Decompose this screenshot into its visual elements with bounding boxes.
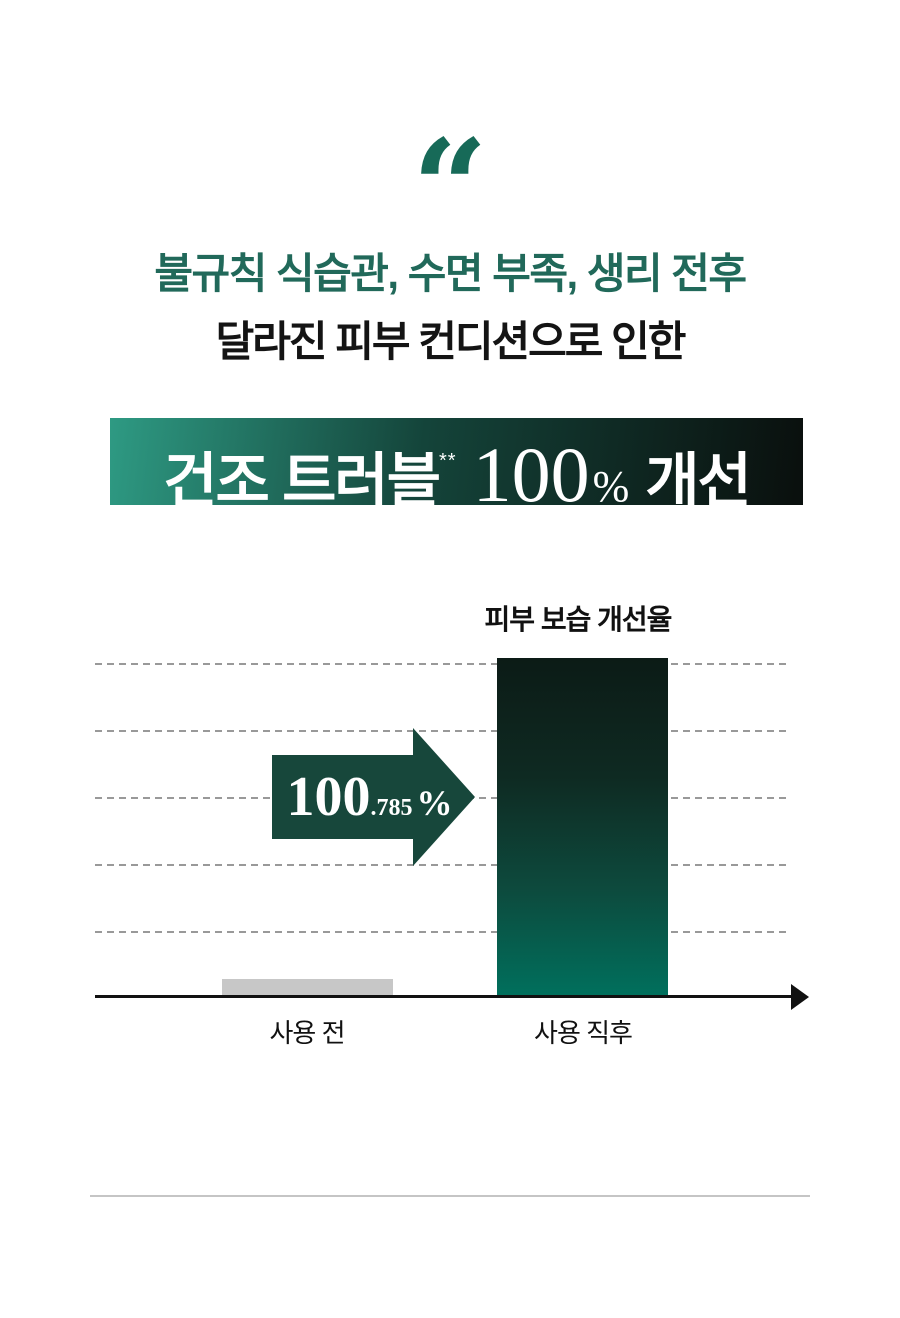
banner-percent-sign: % [592,462,630,511]
arrow-percent-sign: % [416,783,453,823]
improvement-arrow [272,755,413,839]
bottom-divider [90,1195,810,1197]
bar-before-use [222,979,393,997]
improvement-arrow-label: 100.785% [282,755,457,839]
x-label-after-use: 사용 직후 [534,1018,633,1048]
x-axis-line [95,995,795,998]
improvement-banner: 건조 트러블** 100% 개선 [110,418,803,518]
arrow-number: 100 [286,766,371,828]
gridline-5 [95,931,790,933]
improvement-arrow-head [413,728,475,866]
headline-line2: 달라진 피부 컨디션으로 인한 [215,318,687,365]
banner-number: 100 [472,431,590,518]
banner-footnote-marks: ** [439,450,457,472]
arrow-decimals: .785 [370,795,413,821]
bar-after-use [497,658,668,997]
x-label-before-use: 사용 전 [269,1018,346,1048]
chart-title: 피부 보습 개선율 [484,604,673,635]
banner-suffix: 개선 [645,448,752,514]
banner-prefix: 건조 트러블 [163,448,441,514]
x-axis-arrowhead-icon [791,983,809,1010]
headline-line1: 불규칙 식습관, 수면 부족, 생리 전후 [154,250,747,297]
open-quote-icon: “ [412,111,488,266]
gridline-1 [95,663,790,665]
